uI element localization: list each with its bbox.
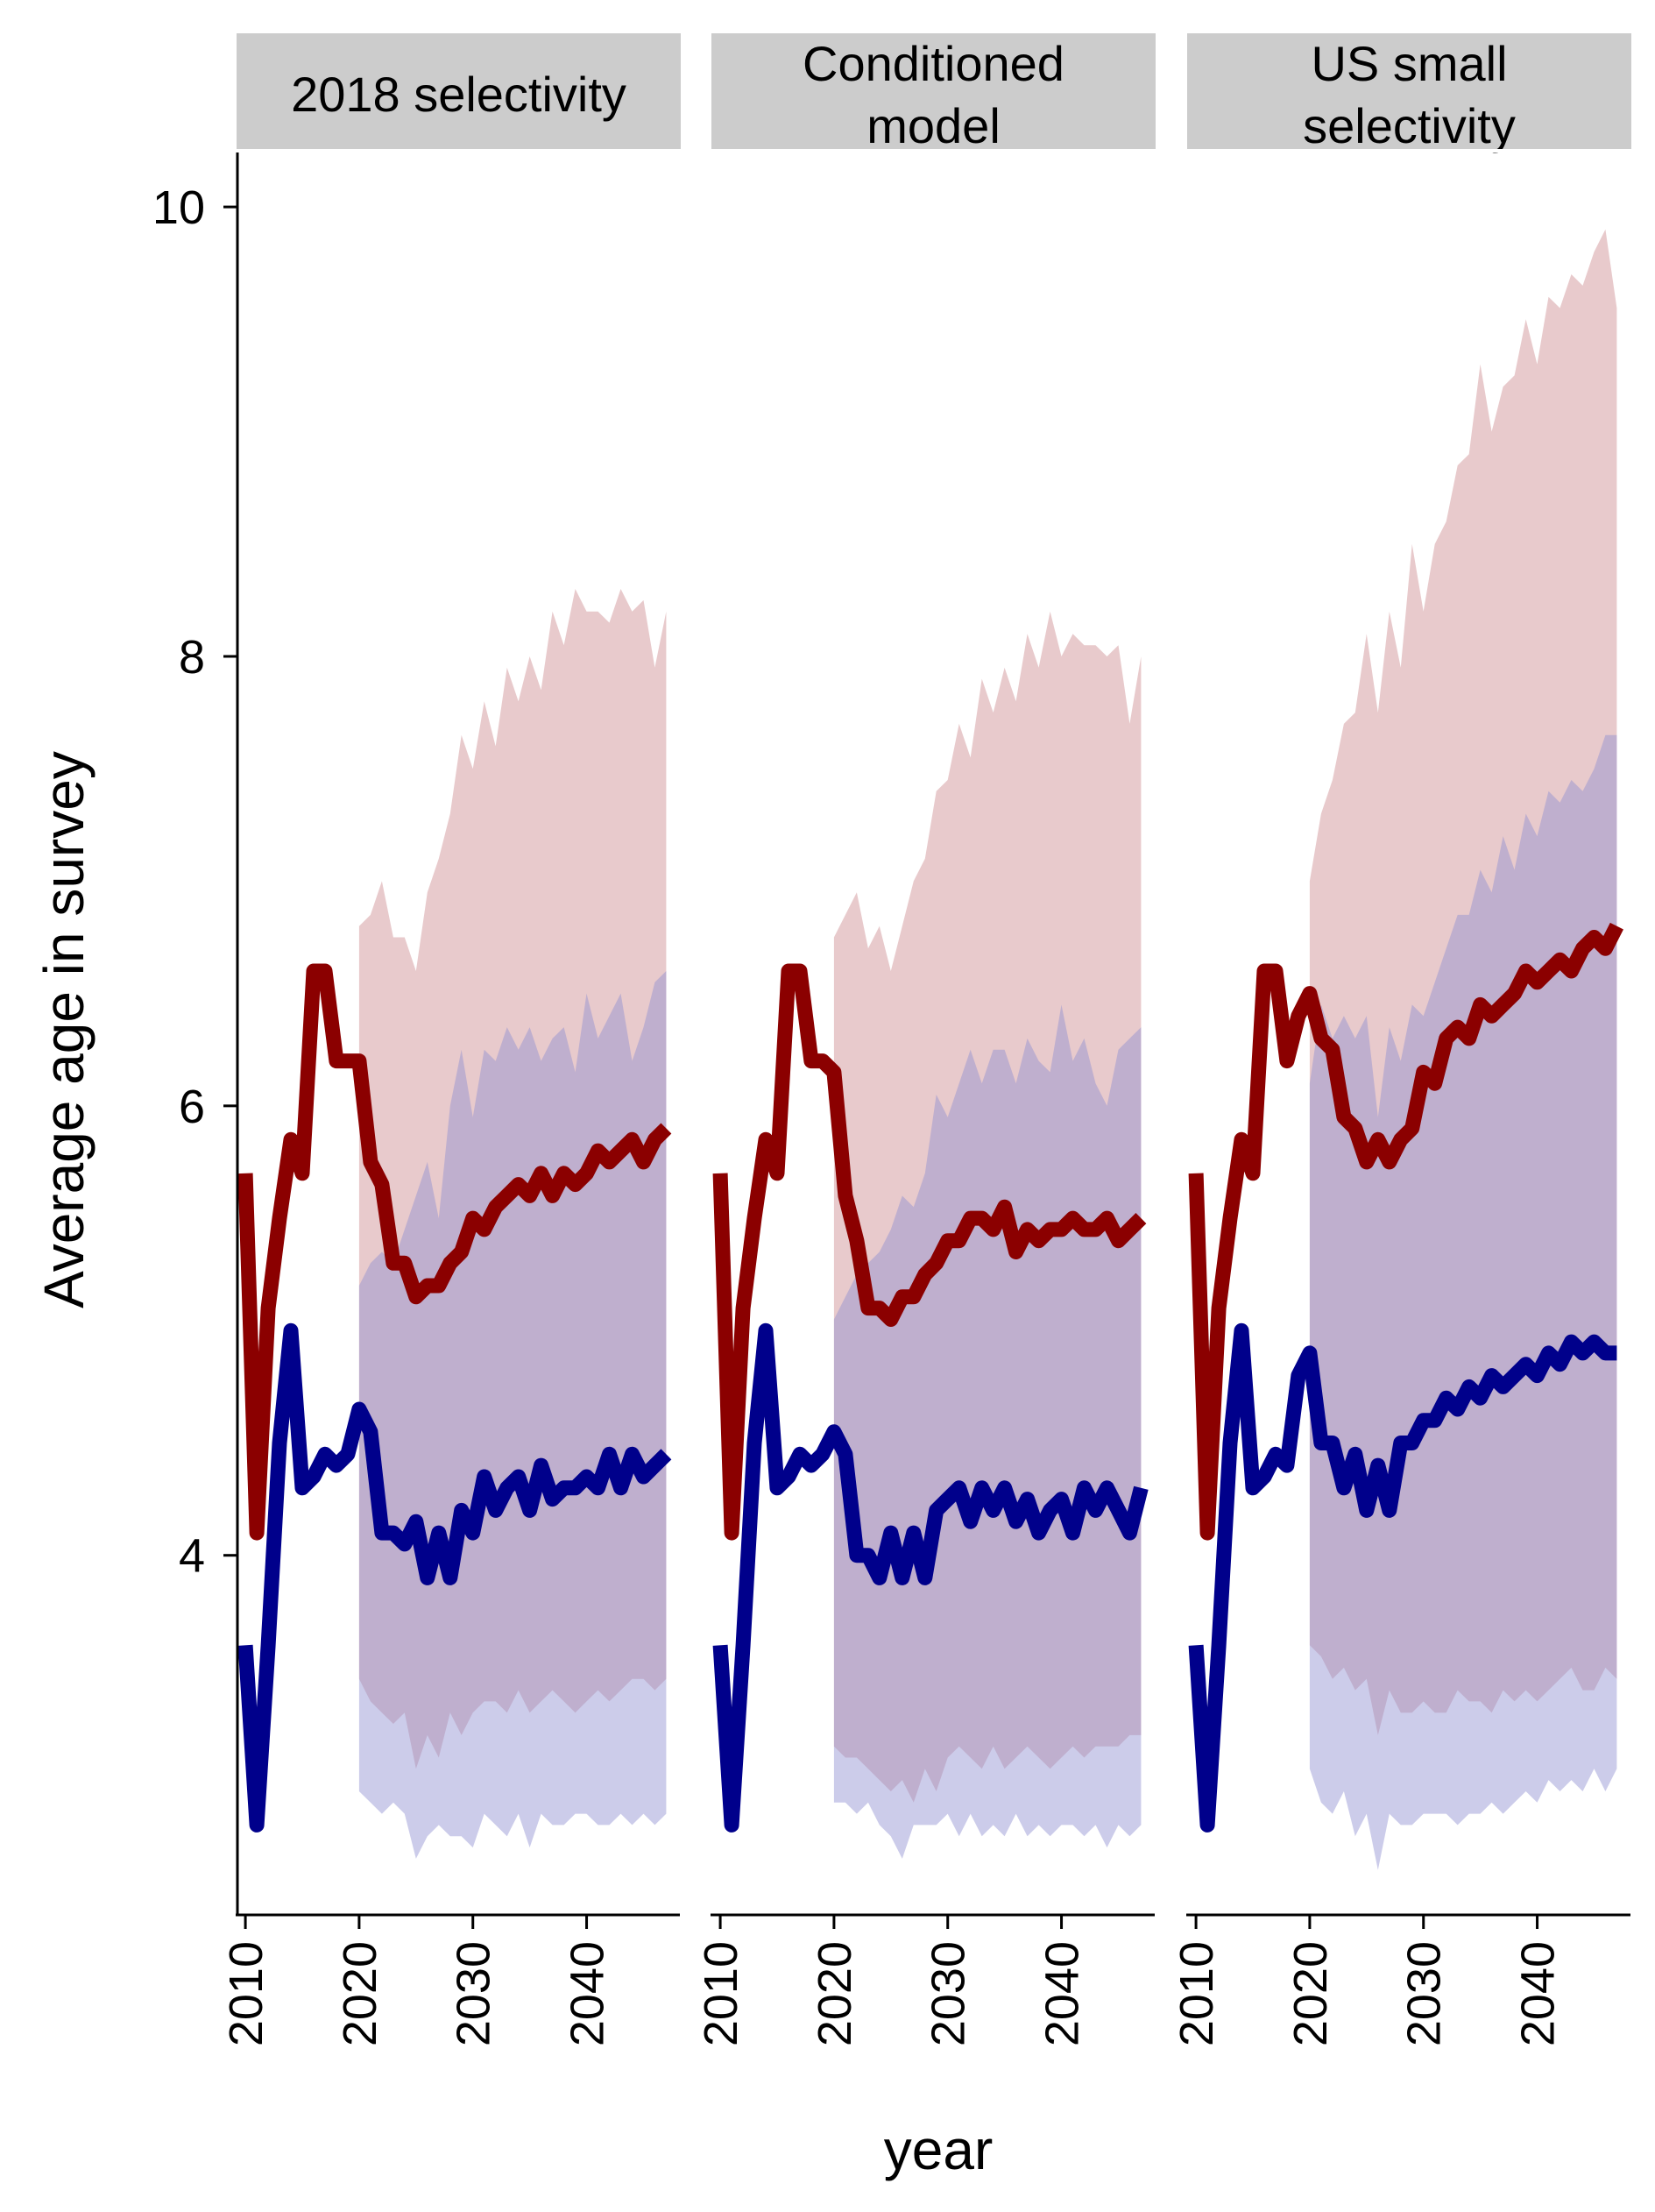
panel-1-series-2-band xyxy=(358,971,667,1859)
panel-2-x-tick-label-2030: 2030 xyxy=(923,1941,975,2046)
panel-3-strip-label-line-1: US small xyxy=(1311,36,1507,91)
panel-3-series-1-line xyxy=(1188,922,1623,1541)
panel-3-strip-label-line-2: selectivity xyxy=(1303,98,1516,153)
panel-1-series-1-line xyxy=(237,963,672,1541)
panel-2-strip-label-line-2: model xyxy=(866,98,1001,153)
panel-2-x-tick-label-2020: 2020 xyxy=(809,1941,861,2046)
y-tick-label-6: 6 xyxy=(179,1081,205,1133)
panel-3-series-2-line xyxy=(1188,1322,1617,1833)
panel-1-strip-label: 2018 selectivity xyxy=(291,67,626,122)
panel-1-x-tick-label-2020: 2020 xyxy=(334,1941,386,2046)
panel-2-strip-label-line-1: Conditioned xyxy=(803,36,1064,91)
panel-2-x-tick-label-2040: 2040 xyxy=(1036,1941,1089,2046)
panel-1-x-tick-label-2030: 2030 xyxy=(448,1941,500,2046)
panel-2-strip xyxy=(711,33,1156,149)
panel-3-x-tick-label-2030: 2030 xyxy=(1398,1941,1451,2046)
panel-3-x-tick-label-2040: 2040 xyxy=(1512,1941,1565,2046)
panel-1-strip xyxy=(237,33,681,149)
panel-1-x-tick-label-2010: 2010 xyxy=(220,1941,272,2046)
y-axis-title: Average age in survey xyxy=(32,751,95,1308)
panel-3-x-tick-label-2010: 2010 xyxy=(1171,1941,1223,2046)
panel-2-series-2-line xyxy=(712,1322,1149,1833)
panel-3-strip xyxy=(1187,33,1631,149)
y-tick-label-4: 4 xyxy=(179,1530,205,1583)
panel-1-x-tick-label-2040: 2040 xyxy=(562,1941,614,2046)
panel-1-series-2-line xyxy=(237,1322,672,1833)
y-tick-label-10: 10 xyxy=(152,181,205,234)
panel-3-x-tick-label-2020: 2020 xyxy=(1284,1941,1337,2046)
panel-2-x-tick-label-2010: 2010 xyxy=(695,1941,747,2046)
panel-2-series-1-line xyxy=(712,963,1147,1541)
strip-gap xyxy=(0,149,1655,152)
y-tick-label-8: 8 xyxy=(179,631,205,684)
x-axis-title: year xyxy=(884,2118,994,2181)
panel-3-series-2-band xyxy=(1309,734,1617,1870)
